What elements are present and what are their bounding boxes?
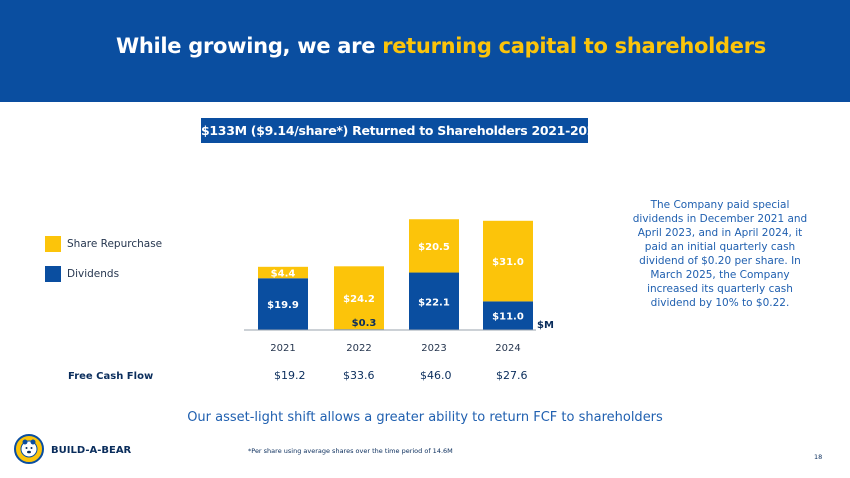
bar-repurchase-2023: [409, 219, 459, 273]
label-dividends-2024: $11.0: [492, 312, 524, 323]
header-band: [0, 0, 850, 102]
title-plain: While growing, we are: [116, 34, 383, 58]
label-repurchase-2021: $4.4: [271, 269, 296, 280]
tick-label-2021: 2021: [270, 343, 295, 354]
label-repurchase-2022: $24.2: [343, 294, 375, 305]
page-number: 18: [814, 453, 823, 461]
fcf-value-2023: $46.0: [420, 369, 452, 382]
label-repurchase-2023: $20.5: [418, 242, 450, 253]
legend-item-dividends: Dividends: [45, 266, 119, 282]
dividend-note: The Company paid special dividends in De…: [632, 199, 808, 309]
tick-label-2023: 2023: [421, 343, 446, 354]
tick-label-2024: 2024: [495, 343, 520, 354]
legend-item-repurchase: Share Repurchase: [45, 236, 162, 252]
legend-label-repurchase: Share Repurchase: [67, 238, 163, 250]
bar-repurchase-2021: [258, 266, 308, 279]
bar-repurchase-2024: [483, 220, 533, 302]
fcf-value-2022: $33.6: [343, 369, 375, 382]
unit-label: $M: [537, 320, 554, 331]
label-dividends-2022: $0.3: [352, 318, 377, 329]
bottom-message: Our asset-light shift allows a greater a…: [187, 410, 663, 425]
build-a-bear-logo-icon: [14, 434, 44, 464]
page-title: While growing, we are returning capital …: [116, 34, 766, 58]
tick-label-2022: 2022: [346, 343, 371, 354]
fcf-label: Free Cash Flow: [68, 371, 154, 382]
label-dividends-2023: $22.1: [418, 297, 450, 308]
fcf-value-2024: $27.6: [496, 369, 528, 382]
bar-dividends-2023: [409, 272, 459, 330]
legend-swatch-dividends: [45, 266, 61, 282]
label-dividends-2021: $19.9: [267, 300, 299, 311]
brand-name: BUILD-A-BEAR: [51, 445, 132, 456]
label-repurchase-2024: $31.0: [492, 257, 524, 268]
legend-label-dividends: Dividends: [67, 268, 120, 280]
bar-dividends-2024: [483, 301, 533, 330]
title-highlight: returning capital to shareholders: [382, 34, 766, 58]
bar-repurchase-2022: [334, 266, 384, 330]
bar-dividends-2021: [258, 278, 308, 330]
subtitle-banner: $133M ($9.14/share*) Returned to Shareho…: [201, 118, 604, 143]
fcf-value-2021: $19.2: [274, 369, 306, 382]
legend-swatch-repurchase: [45, 236, 61, 252]
footnote: *Per share using average shares over the…: [248, 447, 453, 455]
